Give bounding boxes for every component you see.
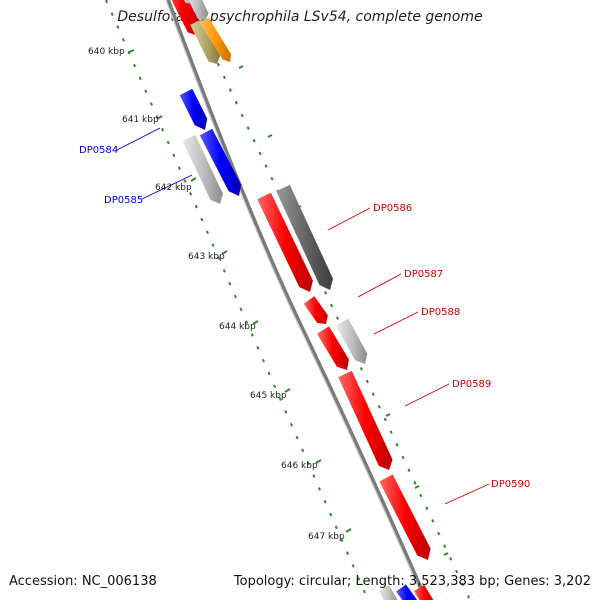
label-leaders — [116, 127, 490, 505]
feature-arrow-bottom-grey — [378, 585, 398, 600]
ruler-tick — [128, 49, 135, 53]
ruler-ticks — [128, 49, 352, 533]
ruler-tick — [284, 388, 291, 393]
outer-dotted-track — [187, 0, 471, 600]
outer-track-tick — [267, 134, 273, 138]
feature-arrow-dp0588-grey — [335, 318, 368, 364]
gene-label-dp0587: DP0587 — [404, 269, 443, 280]
ruler-tick — [252, 320, 259, 325]
gene-label-dp0588: DP0588 — [421, 307, 460, 318]
leader-dp0585 — [141, 174, 193, 200]
feature-arrow-top-pale — [189, 0, 209, 20]
leader-dp0587 — [357, 273, 402, 298]
gene-label-dp0589: DP0589 — [452, 379, 491, 390]
leader-dp0588 — [373, 311, 419, 335]
ruler-label-641: 641 kbp — [122, 115, 159, 125]
ruler-tick — [190, 177, 197, 182]
ruler-label-644: 644 kbp — [219, 322, 256, 332]
ruler-tick — [221, 250, 228, 255]
ruler-label-647: 647 kbp — [308, 532, 345, 542]
ruler-tick — [156, 115, 163, 120]
genome-backbone — [166, 0, 428, 600]
feature-arrow-bottom-red — [413, 584, 434, 600]
feature-arrow-dp0587 — [303, 296, 328, 324]
feature-arrow-grey-dp0585-pair — [182, 135, 223, 204]
outer-track-tick — [385, 413, 391, 417]
ruler-tick — [345, 528, 352, 533]
ruler-label-643: 643 kbp — [188, 252, 225, 262]
leader-dp0590 — [444, 483, 490, 505]
feature-arrow-dp0584 — [179, 88, 208, 130]
outer-track-tick — [238, 65, 244, 69]
ruler-label-646: 646 kbp — [281, 461, 318, 471]
accession-text: Accession: NC_006138 — [9, 574, 157, 589]
outer-track-tick — [443, 552, 449, 556]
genome-summary-text: Topology: circular; Length: 3,523,383 bp… — [233, 574, 591, 589]
feature-arrow-top-orange — [199, 17, 232, 62]
feature-arrow-dp0586 — [257, 192, 313, 292]
gene-label-dp0590: DP0590 — [491, 479, 530, 490]
leader-dp0584 — [116, 127, 161, 151]
feature-arrow-top-olive — [190, 19, 221, 65]
feature-arrow-dp0588 — [317, 326, 349, 370]
gene-label-dp0586: DP0586 — [373, 203, 412, 214]
gene-label-dp0584: DP0584 — [79, 145, 118, 156]
feature-arrow-dp0586-dark — [276, 184, 333, 290]
leader-dp0586 — [327, 207, 371, 231]
gene-label-dp0585: DP0585 — [104, 195, 143, 206]
ruler-tick — [315, 459, 322, 464]
outer-track-tick — [414, 485, 420, 489]
feature-arrow-dp0585 — [199, 128, 242, 196]
leader-dp0589 — [404, 383, 450, 407]
feature-arrows — [171, 0, 434, 600]
feature-arrow-dp0589 — [338, 370, 393, 470]
ruler-label-642: 642 kbp — [155, 183, 192, 193]
genome-backbone-highlight — [165, 0, 425, 600]
feature-arrow-bottom-blue — [396, 584, 418, 600]
ruler-label-645: 645 kbp — [250, 391, 287, 401]
feature-arrow-dp0590 — [379, 474, 431, 560]
inner-dotted-track — [105, 0, 369, 600]
ruler-label-640: 640 kbp — [88, 47, 125, 57]
